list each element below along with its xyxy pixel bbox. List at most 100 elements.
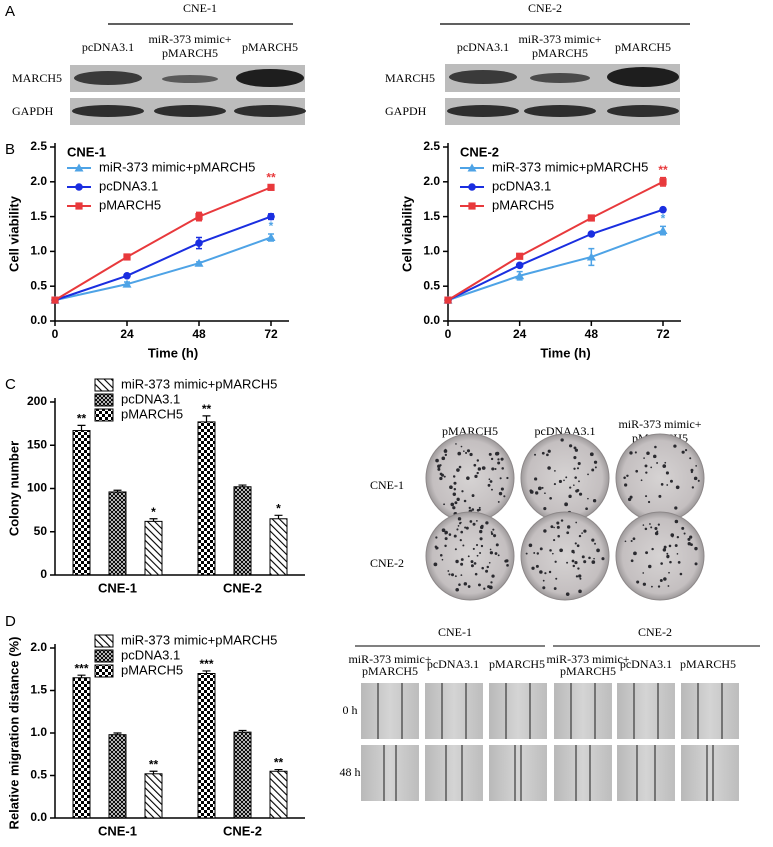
marker [266, 232, 276, 241]
colony-dot [546, 453, 549, 457]
colony-dot [591, 468, 595, 472]
legend-marker [75, 202, 83, 210]
colony-dot [525, 552, 528, 555]
migration-image [489, 745, 547, 801]
colony-dot [506, 476, 509, 480]
colony-dot [463, 450, 465, 453]
colony-dot [439, 472, 443, 476]
colony-dot [681, 450, 685, 454]
marker [122, 279, 132, 288]
colony-dot [560, 438, 564, 442]
colony-dot [558, 479, 562, 484]
colony-dot [449, 485, 453, 490]
colony-dot [469, 452, 473, 457]
migration-image [554, 683, 612, 739]
colony-dot [490, 457, 494, 461]
colony-dot [547, 449, 551, 453]
colony-dot [460, 574, 463, 577]
colony-dot [548, 570, 552, 574]
x-tick-label: 48 [585, 327, 599, 341]
colony-dot [594, 542, 596, 545]
colony-dot [669, 560, 672, 564]
colony-dot [642, 582, 647, 586]
colony-dot [454, 548, 457, 551]
colony-dot [657, 523, 660, 526]
migration-image [617, 683, 675, 739]
colony-dot [547, 466, 551, 470]
colony-dot [541, 486, 544, 489]
legend-label: pMARCH5 [99, 197, 161, 212]
colony-dot [489, 548, 492, 551]
y-tick-label: 2.5 [423, 139, 440, 153]
migration-lane-label: miR-373 mimic+ [546, 652, 629, 666]
colony-dot [472, 522, 476, 526]
colony-dot [583, 529, 587, 533]
colony-dot [494, 451, 499, 456]
x-tick-label: CNE-1 [98, 580, 137, 595]
colony-dot [456, 468, 460, 472]
marker [444, 296, 452, 304]
colony-dot [642, 524, 645, 526]
y-tick-label: 2.0 [30, 174, 47, 188]
colony-dot [623, 476, 626, 480]
colony-dot [528, 543, 533, 548]
colony-dot [457, 517, 462, 521]
colony-dot [681, 526, 685, 530]
colony-dot [453, 488, 457, 491]
colony-dot [480, 544, 484, 548]
colony-dot [591, 560, 596, 564]
legend-label: pMARCH5 [121, 662, 183, 677]
y-tick-label: 0.5 [30, 278, 47, 292]
colony-dot [683, 532, 686, 535]
y-tick-label: 1.5 [30, 209, 47, 223]
colony-dot [441, 528, 446, 533]
migration-row-label: 48 h [340, 765, 361, 779]
bar [72, 430, 91, 576]
colony-dot [458, 465, 462, 469]
colony-row-label: CNE-2 [370, 556, 404, 570]
error-bar [238, 484, 247, 487]
error-bar [238, 729, 247, 733]
colony-dot [578, 574, 582, 578]
colony-dot [675, 485, 680, 490]
colony-dot [658, 494, 662, 498]
colony-dot [481, 466, 486, 470]
blot-images [70, 64, 680, 125]
series-line [447, 208, 664, 302]
colony-dot [460, 558, 464, 561]
colony-dot [498, 491, 503, 496]
marker [587, 214, 595, 222]
colony-dot [576, 467, 580, 470]
colony-dot [624, 483, 628, 487]
colony-dot [650, 526, 653, 529]
colony-dot [594, 466, 597, 469]
colony-dot [557, 534, 560, 538]
colony-dot [635, 469, 639, 473]
colony-dot [568, 494, 572, 499]
colony-dot [691, 486, 695, 489]
colony-dot [697, 479, 700, 482]
blot-group-title: CNE-2 [528, 1, 562, 15]
colony-dot [662, 548, 667, 552]
colony-dot [645, 495, 648, 498]
colony-dot [654, 445, 657, 449]
error-bar [274, 768, 283, 772]
colony-dot [601, 557, 605, 561]
colony-dot [541, 451, 545, 455]
colony-dot [668, 544, 672, 548]
colony-dot [476, 471, 479, 475]
y-tick-label: 1.0 [423, 244, 440, 258]
colony-dot [656, 530, 659, 533]
error-bar [202, 415, 211, 422]
colony-dot [490, 488, 493, 491]
colony-dot [554, 470, 556, 472]
colony-dot [535, 564, 539, 568]
colony-dot [448, 573, 451, 576]
colony-dot [497, 554, 500, 557]
colony-dot [553, 587, 557, 590]
blot-lane-label: pcDNA3.1 [457, 40, 509, 54]
x-axis-label: Time (h) [540, 345, 590, 360]
marker [586, 252, 596, 261]
bar [72, 677, 91, 819]
colony-dot [479, 537, 483, 541]
